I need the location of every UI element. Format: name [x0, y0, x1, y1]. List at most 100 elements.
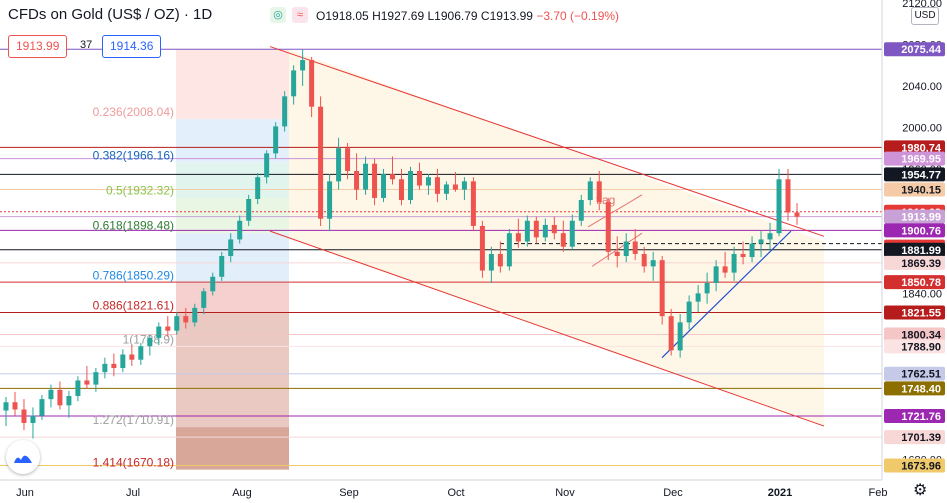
price-label-bg-10 — [884, 255, 945, 270]
candle-body-28 — [255, 177, 261, 199]
candle-body-46 — [416, 170, 422, 186]
candle-body-79 — [713, 266, 719, 283]
channel-upper-line — [269, 46, 825, 237]
visibility-icon[interactable]: ◎ — [270, 7, 286, 23]
price-label-bg-18 — [884, 430, 945, 445]
price-label-bg-12 — [884, 305, 945, 320]
price-label-bg-2 — [884, 151, 945, 166]
fib-zone-0 — [176, 49, 289, 120]
candle-body-62 — [560, 233, 566, 247]
candle-body-26 — [237, 220, 243, 240]
candle-body-51 — [461, 181, 467, 190]
candle-body-15 — [138, 346, 144, 360]
candle-body-84 — [758, 239, 764, 244]
price-label-bg-14 — [884, 339, 945, 354]
candle-body-45 — [407, 170, 413, 201]
candle-body-48 — [434, 177, 440, 194]
candle-body-33 — [300, 60, 306, 71]
gear-icon[interactable]: ⚙ — [913, 482, 928, 499]
price-label-bg-8 — [884, 223, 945, 238]
price-label-19: 1673.96 — [901, 461, 941, 473]
open-value: 1918.05 — [325, 9, 369, 23]
price-label-6: 1913.99 — [901, 212, 941, 224]
candle-body-49 — [443, 184, 449, 194]
candle-body-66 — [596, 181, 602, 203]
candle-body-78 — [704, 282, 710, 294]
price-label-bg-13 — [884, 327, 945, 342]
candle-body-87 — [785, 179, 791, 213]
fib-zone-7 — [176, 427, 289, 470]
candle-body-8 — [75, 380, 81, 397]
candle-body-76 — [686, 301, 692, 323]
channel-lower-line — [269, 230, 825, 427]
candle-body-69 — [623, 241, 629, 257]
fib-label-5: 0.886(1821.61) — [93, 298, 174, 312]
sell-price-button[interactable]: 1913.99 — [8, 35, 68, 58]
candle-body-23 — [210, 276, 216, 292]
candle-body-11 — [102, 363, 108, 373]
x-tick-5: Nov — [555, 487, 575, 499]
candle-body-32 — [291, 70, 297, 97]
price-label-4: 1940.15 — [901, 184, 941, 196]
y-tick-2: 2040.00 — [902, 81, 942, 93]
candle-body-16 — [147, 337, 153, 347]
candle-body-52 — [470, 181, 476, 226]
candle-body-82 — [740, 253, 746, 258]
fib-label-1: 0.382(1966.16) — [93, 149, 174, 163]
candle-body-61 — [551, 224, 557, 234]
candle-body-38 — [345, 148, 351, 171]
price-label-bg-1 — [884, 140, 945, 155]
candle-body-74 — [668, 316, 674, 351]
price-label-bg-4 — [884, 182, 945, 197]
buy-price-button[interactable]: 1914.36 — [102, 35, 162, 58]
x-tick-8: Feb — [869, 487, 888, 499]
candle-body-21 — [192, 307, 198, 323]
fib-label-7: 1.272(1710.91) — [93, 413, 174, 427]
candle-body-34 — [309, 60, 315, 107]
tradingview-logo-icon[interactable] — [6, 440, 40, 474]
candle-body-27 — [246, 198, 252, 221]
ohlc-readout: O1918.05 H1927.69 L1906.79 C1913.99 −3.7… — [316, 9, 620, 23]
x-tick-2: Aug — [232, 487, 252, 499]
candle-body-56 — [506, 233, 512, 267]
candle-body-20 — [183, 316, 189, 323]
price-label-18: 1701.39 — [901, 432, 941, 444]
candle-body-57 — [515, 233, 521, 242]
candle-body-29 — [264, 153, 270, 178]
candle-body-40 — [363, 163, 369, 190]
fib-zone-2 — [176, 162, 289, 198]
chart-title: CFDs on Gold (US$ / OZ) · 1D — [8, 6, 213, 23]
price-label-1: 1980.74 — [901, 142, 942, 154]
candle-body-67 — [605, 202, 611, 252]
channel-shade — [289, 49, 824, 427]
candle-body-60 — [542, 224, 548, 238]
candle-body-86 — [776, 179, 782, 234]
candle-body-77 — [695, 293, 701, 302]
fib-label-8: 1.414(1670.18) — [93, 455, 174, 469]
price-label-2: 1969.95 — [901, 154, 941, 166]
candle-body-43 — [390, 174, 396, 180]
price-label-bg-19 — [884, 458, 945, 473]
candle-body-10 — [93, 372, 99, 385]
high-value: 1927.69 — [380, 9, 425, 23]
candle-body-6 — [57, 389, 63, 406]
currency-button[interactable]: USD — [911, 7, 939, 25]
spread-value: 37 — [80, 39, 93, 51]
candle-body-63 — [569, 220, 575, 247]
x-tick-6: Dec — [663, 487, 683, 499]
price-label-bg-16 — [884, 381, 945, 396]
price-label-bg-17 — [884, 408, 945, 423]
candle-body-36 — [327, 181, 333, 219]
fib-zone-1 — [176, 119, 289, 163]
price-label-bg-11 — [884, 275, 945, 290]
candle-body-37 — [336, 148, 342, 182]
close-value: 1913.99 — [489, 9, 533, 23]
fib-zone-3 — [176, 197, 289, 234]
y-tick-3: 2000.00 — [902, 122, 942, 134]
flag-line-top — [587, 194, 643, 228]
price-label-bg-3 — [884, 167, 945, 182]
candle-body-1 — [12, 402, 18, 410]
compare-icon[interactable]: ≈ — [292, 7, 308, 23]
x-tick-1: Jul — [126, 487, 140, 499]
